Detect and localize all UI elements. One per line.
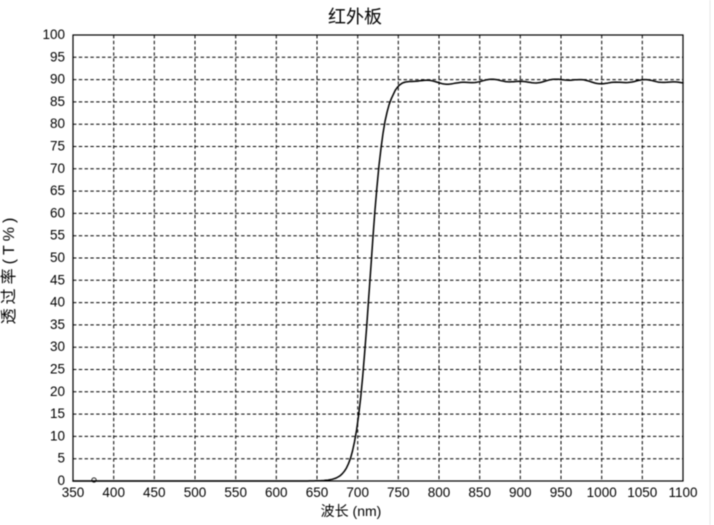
svg-text:450: 450 bbox=[143, 485, 166, 500]
svg-text:5: 5 bbox=[57, 451, 65, 466]
svg-text:波长 (nm): 波长 (nm) bbox=[321, 503, 382, 519]
svg-text:350: 350 bbox=[62, 485, 85, 500]
svg-text:900: 900 bbox=[509, 485, 532, 500]
svg-text:850: 850 bbox=[468, 485, 491, 500]
svg-text:10: 10 bbox=[50, 428, 65, 443]
svg-text:95: 95 bbox=[50, 49, 65, 64]
svg-text:400: 400 bbox=[102, 485, 125, 500]
svg-text:红外板: 红外板 bbox=[328, 7, 382, 27]
svg-text:80: 80 bbox=[50, 116, 65, 131]
svg-text:45: 45 bbox=[50, 272, 65, 287]
svg-text:1050: 1050 bbox=[627, 485, 657, 500]
svg-text:600: 600 bbox=[265, 485, 288, 500]
svg-text:透过率(T%): 透过率(T%) bbox=[0, 214, 18, 325]
svg-text:0: 0 bbox=[57, 473, 65, 488]
svg-text:650: 650 bbox=[306, 485, 329, 500]
svg-text:100: 100 bbox=[42, 27, 65, 42]
svg-text:20: 20 bbox=[50, 384, 65, 399]
svg-text:60: 60 bbox=[50, 205, 65, 220]
svg-text:1100: 1100 bbox=[668, 485, 697, 500]
svg-text:500: 500 bbox=[184, 485, 207, 500]
svg-text:950: 950 bbox=[550, 485, 573, 500]
svg-text:50: 50 bbox=[50, 250, 65, 265]
svg-text:75: 75 bbox=[50, 139, 65, 154]
svg-text:550: 550 bbox=[224, 485, 247, 500]
svg-text:70: 70 bbox=[50, 161, 65, 176]
svg-text:40: 40 bbox=[50, 295, 65, 310]
svg-text:25: 25 bbox=[50, 362, 65, 377]
svg-text:15: 15 bbox=[50, 406, 65, 421]
svg-text:800: 800 bbox=[428, 485, 451, 500]
svg-text:750: 750 bbox=[387, 485, 410, 500]
svg-text:85: 85 bbox=[50, 94, 65, 109]
svg-text:35: 35 bbox=[50, 317, 65, 332]
svg-text:700: 700 bbox=[346, 485, 369, 500]
svg-text:65: 65 bbox=[50, 183, 65, 198]
svg-text:1000: 1000 bbox=[587, 485, 617, 500]
svg-text:55: 55 bbox=[50, 228, 65, 243]
svg-text:90: 90 bbox=[50, 72, 65, 87]
svg-text:30: 30 bbox=[50, 339, 65, 354]
